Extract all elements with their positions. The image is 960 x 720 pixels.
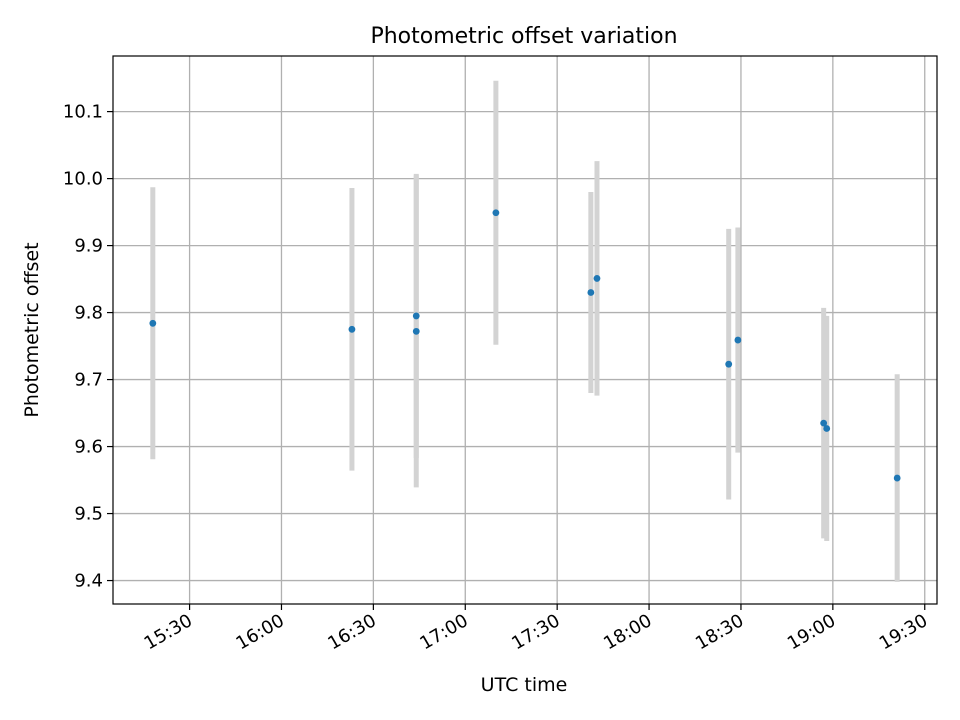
y-tick-label: 9.8: [74, 303, 103, 324]
data-point: [823, 425, 831, 432]
y-axis-ticks: 9.4 9.5 9.6 9.7 9.8 9.9 10.0 10.1: [63, 102, 113, 592]
data-point: [412, 312, 420, 320]
y-tick-label: 10.0: [63, 169, 103, 190]
data-point: [734, 336, 742, 344]
data-points: [149, 209, 901, 482]
x-axis-label: UTC time: [481, 674, 568, 696]
y-tick-label: 9.4: [74, 571, 103, 592]
plot-frame: [112, 55, 938, 605]
data-point: [820, 419, 828, 427]
data-point: [412, 327, 420, 335]
y-axis-label: Photometric offset: [21, 242, 43, 417]
grid: [113, 56, 937, 604]
data-point: [492, 209, 500, 217]
data-point: [893, 474, 901, 482]
y-tick-label: 9.7: [74, 370, 103, 391]
chart-title: Photometric offset variation: [370, 24, 677, 49]
data-point: [149, 319, 157, 327]
y-tick-label: 10.1: [63, 102, 103, 123]
data-point: [725, 360, 733, 368]
y-tick-label: 9.5: [74, 504, 103, 525]
y-tick-label: 9.9: [74, 236, 103, 257]
y-tick-label: 9.6: [74, 437, 103, 458]
data-point: [593, 275, 601, 282]
data-point: [348, 325, 356, 333]
data-point: [587, 289, 595, 296]
